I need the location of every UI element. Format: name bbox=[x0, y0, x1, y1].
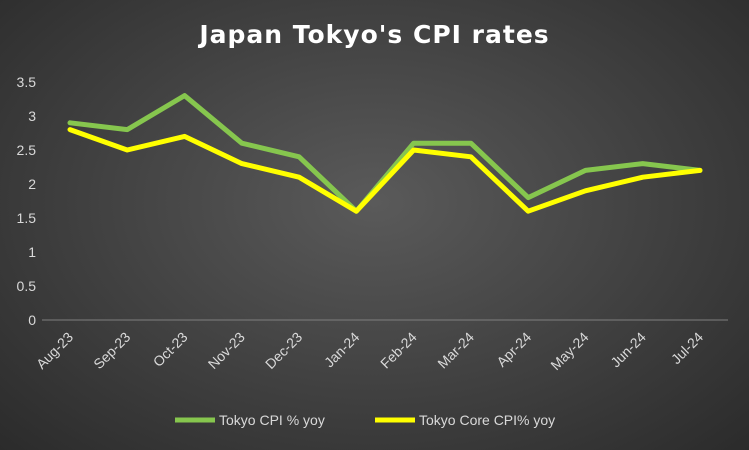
x-tick-label: Nov-23 bbox=[205, 329, 248, 372]
chart-title: Japan Tokyo's CPI rates bbox=[199, 20, 550, 49]
series-line-tokyo-cpi bbox=[67, 93, 703, 214]
y-tick-label: 2.5 bbox=[17, 142, 37, 158]
y-tick-label: 2 bbox=[28, 176, 36, 192]
y-tick-label: 0.5 bbox=[17, 278, 37, 294]
x-tick-label: Aug-23 bbox=[33, 329, 76, 372]
y-tick-label: 0 bbox=[28, 312, 36, 328]
legend-label: Tokyo CPI % yoy bbox=[219, 412, 325, 428]
x-tick-label: Feb-24 bbox=[377, 329, 420, 372]
x-tick-label: Sep-23 bbox=[90, 329, 133, 372]
x-tick-label: Mar-24 bbox=[434, 329, 477, 372]
y-tick-label: 1 bbox=[28, 244, 36, 260]
x-tick-label: May-24 bbox=[547, 329, 591, 373]
x-tick-label: Jun-24 bbox=[607, 329, 649, 371]
y-tick-label: 3.5 bbox=[17, 74, 37, 90]
y-tick-label: 3 bbox=[28, 108, 36, 124]
series-line-tokyo-core-cpi bbox=[67, 127, 703, 214]
y-tick-label: 1.5 bbox=[17, 210, 37, 226]
x-tick-label: Jan-24 bbox=[321, 329, 363, 371]
x-tick-label: Oct-23 bbox=[150, 329, 191, 370]
x-tick-label: Apr-24 bbox=[493, 329, 534, 370]
legend-label: Tokyo Core CPI% yoy bbox=[419, 412, 555, 428]
x-tick-label: Jul-24 bbox=[668, 329, 706, 367]
x-tick-label: Dec-23 bbox=[262, 329, 305, 372]
